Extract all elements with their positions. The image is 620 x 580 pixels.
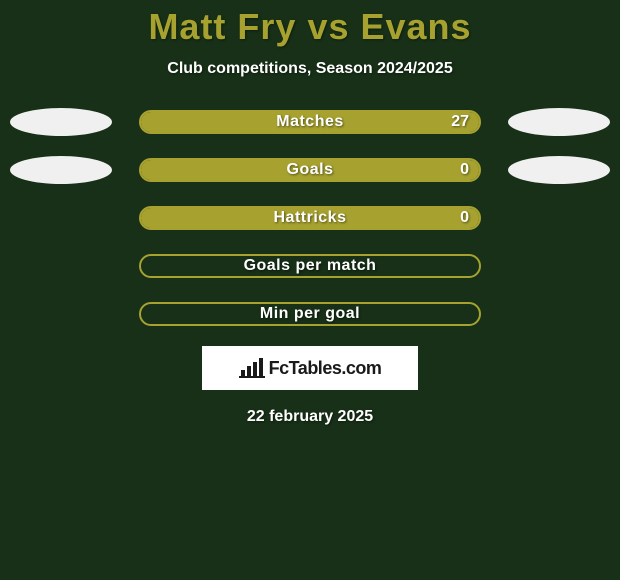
stat-row: Goals0 xyxy=(0,158,620,182)
stat-label: Min per goal xyxy=(141,305,479,323)
right-ellipse xyxy=(508,108,610,136)
stat-value-right: 0 xyxy=(460,161,469,179)
stat-row: Hattricks0 xyxy=(0,206,620,230)
stat-row: Goals per match xyxy=(0,254,620,278)
left-ellipse xyxy=(10,108,112,136)
stat-row: Min per goal xyxy=(0,302,620,326)
page-title: Matt Fry vs Evans xyxy=(148,6,471,48)
footer-date: 22 february 2025 xyxy=(247,408,373,426)
right-ellipse xyxy=(508,156,610,184)
stat-value-right: 27 xyxy=(451,113,469,131)
bar-chart-icon xyxy=(239,358,265,378)
stat-label: Matches xyxy=(141,113,479,131)
stat-value-right: 0 xyxy=(460,209,469,227)
stat-row: Matches27 xyxy=(0,110,620,134)
logo-inner: FcTables.com xyxy=(239,358,382,379)
stat-bar: Min per goal xyxy=(139,302,481,326)
stat-bar: Matches27 xyxy=(139,110,481,134)
stat-label: Goals xyxy=(141,161,479,179)
stats-container: Matches27Goals0Hattricks0Goals per match… xyxy=(0,110,620,326)
stat-label: Goals per match xyxy=(141,257,479,275)
stat-bar: Goals0 xyxy=(139,158,481,182)
stat-label: Hattricks xyxy=(141,209,479,227)
page-root: Matt Fry vs Evans Club competitions, Sea… xyxy=(0,0,620,580)
stat-bar: Goals per match xyxy=(139,254,481,278)
logo-text: FcTables.com xyxy=(269,358,382,379)
stat-bar: Hattricks0 xyxy=(139,206,481,230)
logo-box: FcTables.com xyxy=(202,346,418,390)
page-subtitle: Club competitions, Season 2024/2025 xyxy=(167,60,452,78)
left-ellipse xyxy=(10,156,112,184)
